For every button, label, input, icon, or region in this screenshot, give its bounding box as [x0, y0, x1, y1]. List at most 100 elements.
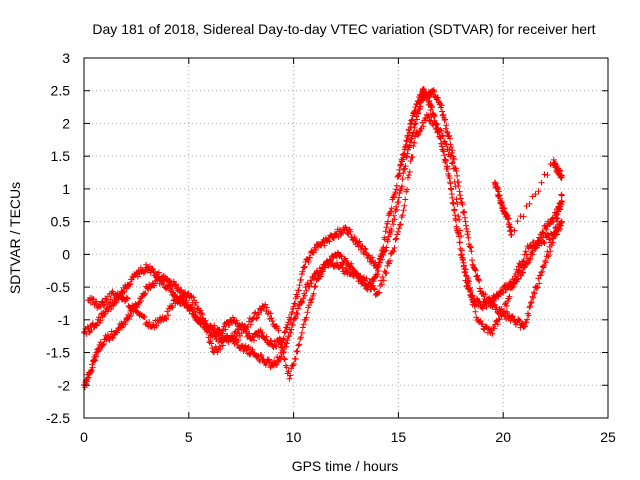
- data-point: [331, 235, 338, 242]
- data-point: [143, 319, 150, 326]
- data-point: [163, 316, 170, 323]
- data-point: [496, 316, 503, 323]
- data-point: [296, 282, 303, 289]
- data-point: [369, 254, 376, 261]
- data-point: [219, 342, 226, 349]
- data-point: [412, 133, 419, 140]
- data-point: [306, 283, 313, 290]
- data-point: [344, 230, 351, 237]
- data-point: [442, 116, 449, 123]
- data-point: [370, 285, 377, 292]
- data-point: [390, 212, 397, 219]
- data-point: [451, 178, 458, 185]
- data-point: [361, 245, 368, 252]
- data-point: [489, 330, 496, 337]
- data-point: [411, 124, 418, 131]
- data-point: [454, 172, 461, 179]
- data-point: [273, 343, 280, 350]
- data-point: [514, 276, 521, 283]
- data-point: [199, 311, 206, 318]
- data-point: [140, 269, 147, 276]
- data-point: [439, 108, 446, 115]
- data-point: [88, 367, 95, 374]
- data-point: [95, 314, 102, 321]
- data-point: [175, 298, 182, 305]
- data-point: [520, 324, 527, 331]
- data-point: [380, 251, 387, 258]
- data-point: [448, 160, 455, 167]
- data-point: [388, 228, 395, 235]
- data-point: [552, 224, 559, 231]
- data-point: [542, 259, 549, 266]
- x-tick-label: 0: [80, 429, 88, 445]
- data-point: [311, 284, 318, 291]
- data-point: [511, 227, 518, 234]
- data-point: [457, 195, 464, 202]
- data-point: [211, 322, 218, 329]
- data-point: [482, 291, 489, 298]
- data-point: [500, 289, 507, 296]
- data-point: [307, 254, 314, 261]
- data-point: [292, 355, 299, 362]
- data-point: [88, 327, 95, 334]
- data-point: [531, 290, 538, 297]
- data-point: [100, 340, 107, 347]
- data-point: [463, 222, 470, 229]
- data-point: [416, 105, 423, 112]
- data-point: [431, 88, 438, 95]
- data-point: [460, 263, 467, 270]
- data-point: [457, 192, 464, 199]
- data-point: [304, 309, 311, 316]
- data-point: [469, 257, 476, 264]
- data-point: [295, 305, 302, 312]
- tick-labels: 0 5 10 15 20 25 -2.5 -2 -1.5 -1 -0.5 0 0.5 1 1.5 2 2.5 3: [46, 50, 616, 445]
- data-point: [216, 343, 223, 350]
- data-point: [466, 286, 473, 293]
- data-point: [354, 239, 361, 246]
- data-point: [555, 208, 562, 215]
- data-point: [119, 324, 126, 331]
- data-point: [415, 110, 422, 117]
- data-point: [258, 352, 265, 359]
- data-point: [411, 139, 418, 146]
- data-point: [409, 153, 416, 160]
- data-point: [536, 280, 543, 287]
- data-point: [479, 305, 486, 312]
- data-point: [471, 302, 478, 309]
- data-point: [250, 337, 257, 344]
- data-point: [247, 346, 254, 353]
- data-point: [400, 207, 407, 214]
- data-point: [254, 309, 261, 316]
- data-point: [190, 294, 197, 301]
- data-point: [328, 260, 335, 267]
- data-point: [538, 269, 545, 276]
- data-point: [283, 364, 290, 371]
- data-point: [143, 261, 150, 268]
- data-point: [514, 218, 521, 225]
- data-point: [151, 282, 158, 289]
- data-point: [293, 348, 300, 355]
- data-point: [526, 200, 533, 207]
- data-point: [547, 219, 554, 226]
- data-point: [401, 165, 408, 172]
- data-point: [544, 171, 551, 178]
- data-point: [387, 257, 394, 264]
- data-point: [443, 122, 450, 129]
- data-point: [123, 285, 130, 292]
- data-point: [113, 299, 120, 306]
- data-point: [529, 293, 536, 300]
- x-axis-label: GPS time / hours: [292, 458, 399, 474]
- data-point: [477, 318, 484, 325]
- data-point: [240, 327, 247, 334]
- data-point: [301, 292, 308, 299]
- data-point: [255, 311, 262, 318]
- data-point: [146, 319, 153, 326]
- data-point: [554, 215, 561, 222]
- data-point: [393, 235, 400, 242]
- data-point: [404, 174, 411, 181]
- data-point: [520, 213, 527, 220]
- data-point: [456, 188, 463, 195]
- data-point: [298, 329, 305, 336]
- data-point: [288, 365, 295, 372]
